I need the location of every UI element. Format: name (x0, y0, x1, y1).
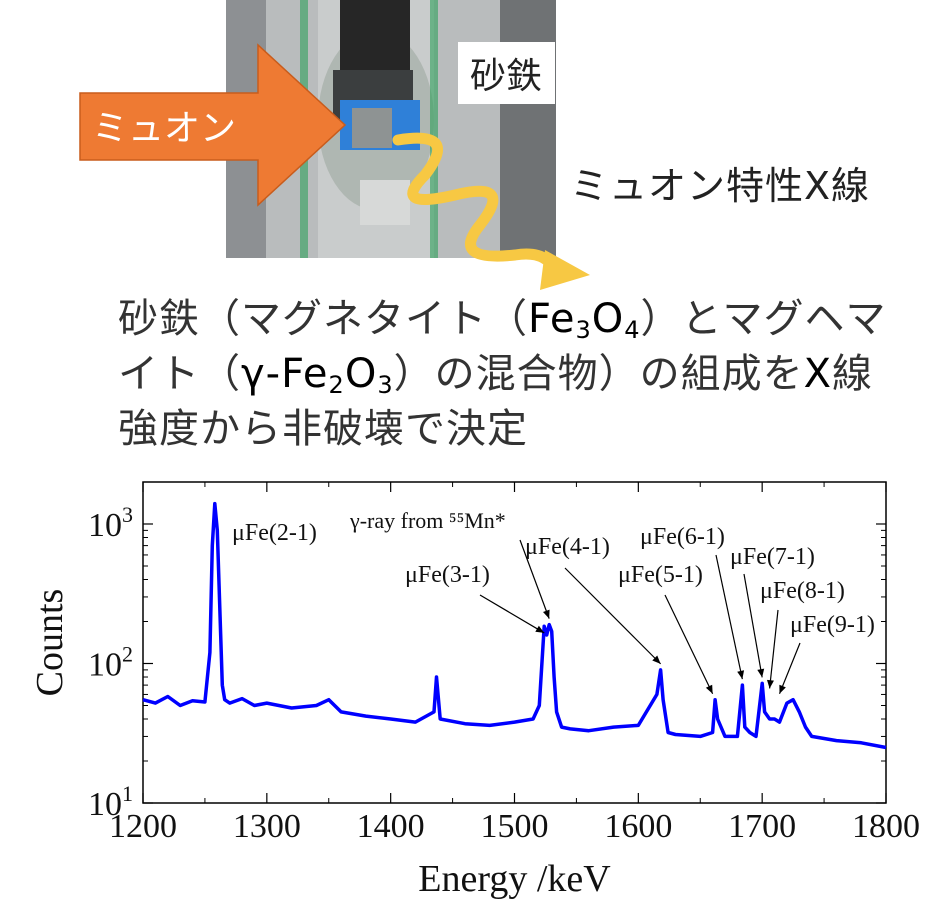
muon-arrow (79, 43, 347, 207)
description: 砂鉄（マグネタイト（Fe3O4）とマグヘマ イト（γ-Fe2O3）の混合物）の組… (118, 292, 886, 457)
xray-arrow-head (540, 250, 590, 290)
description-line-3: 強度から非破壊で決定 (118, 406, 528, 452)
annotation-arrow-head (535, 625, 545, 633)
annotation-arrow-head (652, 655, 661, 664)
annotation-arrow-head (757, 668, 765, 678)
spectrum-chart: 1200 1300 1400 1500 1600 1700 1800 101 102 103 Ene… (29, 481, 920, 900)
x-tick-label: 1400 (357, 808, 425, 845)
y-axis-label: Counts (29, 589, 71, 697)
description-line-2: イト（γ-Fe2O3）の混合物）の組成をX線 (118, 351, 873, 399)
x-axis-label: Energy /keV (418, 858, 611, 900)
annotation-arrow (564, 567, 662, 665)
x-tick-label: 1800 (852, 808, 920, 845)
fe3o4-formula: Fe3O4 (528, 296, 641, 344)
spectrum-line (142, 501, 887, 750)
annotation-arrow-head (705, 684, 713, 694)
description-line-1: 砂鉄（マグネタイト（Fe3O4）とマグヘマ (118, 296, 887, 344)
x-tick-label: 1300 (233, 808, 301, 845)
annotation-label: γ-ray from ⁵⁵Mn* (349, 508, 506, 533)
annotation-label: μFe(9-1) (790, 612, 875, 638)
annotation-arrow (519, 539, 550, 619)
x-tick-label: 1600 (604, 808, 672, 845)
experiment-photo: 砂鉄 ミュオン (79, 0, 590, 290)
y-tick-label: 103 (88, 502, 133, 544)
annotation-arrow-head (779, 684, 786, 694)
annotation-label: μFe(3-1) (405, 562, 490, 588)
annotation-label: μFe(8-1) (760, 578, 845, 604)
annotation-arrow-head (766, 679, 774, 689)
annotation-label: μFe(5-1) (618, 562, 703, 588)
x-tick-label: 1700 (728, 808, 796, 845)
annotation-label: μFe(2-1) (232, 520, 317, 546)
sample-label: 砂鉄 (470, 56, 542, 97)
annotation-arrow (664, 594, 714, 694)
annotation-arrow-head (543, 609, 550, 619)
y-tick-label: 101 (88, 781, 133, 823)
annotation-arrow (743, 573, 763, 678)
x-tick-label: 1200 (109, 808, 177, 845)
annotation-arrow (715, 554, 743, 680)
annotation-arrow (769, 609, 779, 689)
annotation-arrow (479, 594, 545, 634)
annotation-arrow (778, 642, 801, 694)
annotation-label: μFe(6-1) (640, 524, 725, 550)
xray-wavy-line (392, 132, 561, 276)
x-tick-label: 1500 (481, 808, 549, 845)
sample-label-box (458, 42, 555, 104)
detector-cylinder (340, 0, 410, 70)
annotation-arrow-head (737, 670, 745, 680)
annotation-label: μFe(7-1) (730, 544, 815, 570)
annotation-label: μFe(4-1) (525, 534, 610, 560)
gfe2o3-formula: γ-Fe2O3 (241, 351, 394, 399)
xray-label: ミュオン特性X線 (570, 164, 871, 208)
muon-arrow-label: ミュオン (92, 108, 236, 149)
y-tick-label: 102 (88, 641, 133, 683)
